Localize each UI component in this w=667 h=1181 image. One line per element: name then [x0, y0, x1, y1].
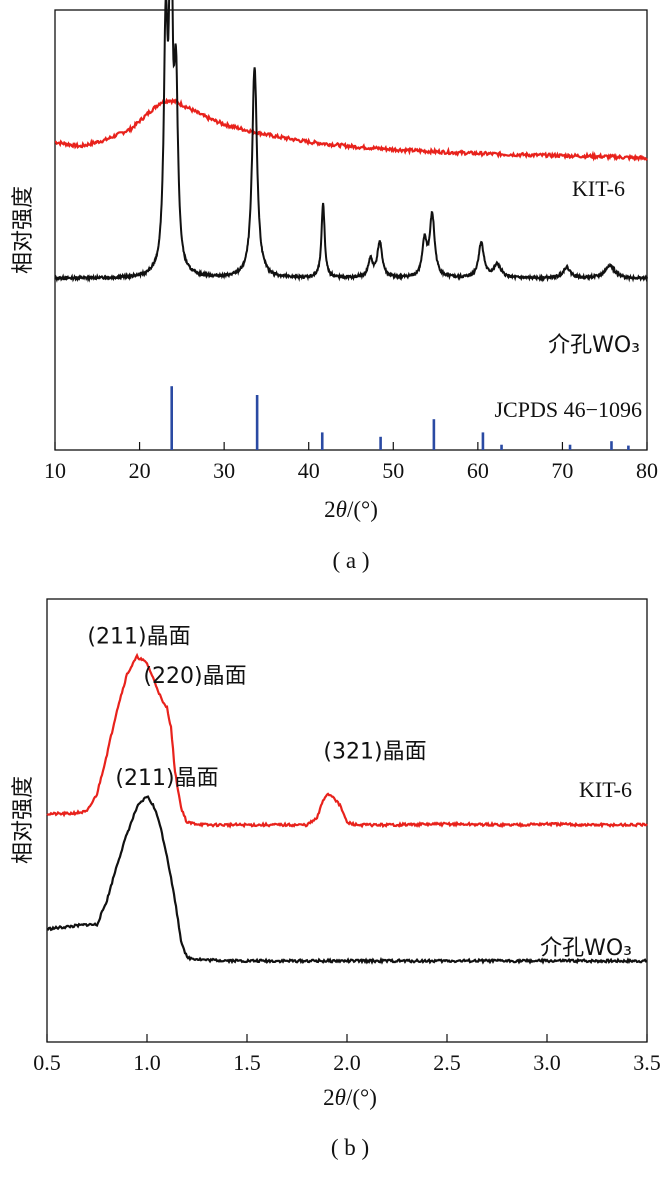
- x-tick-label-b: 2.5: [433, 1050, 461, 1075]
- x-ticks-b: 0.5 1.0 1.5 2.0 2.5 3.0 3.5: [33, 1034, 661, 1075]
- y-axis-label-b: 相对强度: [11, 776, 36, 864]
- plot-frame-a: [54, 9, 648, 451]
- panel-a: 10 20 30 40 50 60 70 80 KIT-6 介孔WO₃ JCPDS 46−10…: [11, 0, 658, 573]
- wo3-series-line-a: [54, 0, 648, 283]
- x-tick-label-b: 3.5: [633, 1050, 661, 1075]
- peak-annotation: (211)晶面: [115, 766, 218, 791]
- x-tick-label-a: 80: [636, 458, 658, 483]
- reference-label: JCPDS 46−1096: [494, 397, 642, 422]
- x-tick-label-a: 50: [382, 458, 404, 483]
- x-tick-label-a: 10: [44, 458, 66, 483]
- x-tick-label-a: 40: [298, 458, 320, 483]
- kit6-series-line-b: [46, 652, 648, 829]
- panel-b: 0.5 1.0 1.5 2.0 2.5 3.0 3.5 (211)晶面 (220)晶面 (321…: [11, 598, 661, 1160]
- peak-annotations: (211)晶面 (220)晶面 (321)晶面 (211)晶面: [87, 624, 426, 791]
- y-axis-label-a: 相对强度: [11, 186, 36, 274]
- wo3-label-a: 介孔WO₃: [548, 333, 640, 358]
- x-tick-label-b: 1.5: [233, 1050, 261, 1075]
- x-tick-label-a: 30: [213, 458, 235, 483]
- x-tick-label-b: 0.5: [33, 1050, 61, 1075]
- reference-lines: [170, 386, 630, 450]
- x-tick-label-b: 2.0: [333, 1050, 361, 1075]
- x-axis-label-b: 2θ/(°): [323, 1085, 377, 1110]
- panel-label-a: ( a ): [332, 548, 369, 573]
- kit6-label-a: KIT-6: [572, 176, 625, 201]
- x-tick-label-b: 1.0: [133, 1050, 161, 1075]
- peak-annotation: (321)晶面: [323, 739, 426, 764]
- panel-label-b: ( b ): [331, 1135, 369, 1160]
- peak-annotation: (211)晶面: [87, 624, 190, 649]
- x-axis-label-a: 2θ/(°): [324, 497, 378, 522]
- x-tick-label-a: 70: [551, 458, 573, 483]
- wo3-label-b: 介孔WO₃: [540, 936, 632, 961]
- x-tick-label-a: 20: [129, 458, 151, 483]
- kit6-series-line-a: [54, 97, 648, 162]
- x-tick-label-a: 60: [467, 458, 489, 483]
- x-tick-label-b: 3.0: [533, 1050, 561, 1075]
- wo3-series-line-b: [46, 795, 648, 965]
- peak-annotation: (220)晶面: [143, 664, 246, 689]
- kit6-label-b: KIT-6: [579, 777, 632, 802]
- x-ticks-a: 10 20 30 40 50 60 70 80: [44, 442, 658, 483]
